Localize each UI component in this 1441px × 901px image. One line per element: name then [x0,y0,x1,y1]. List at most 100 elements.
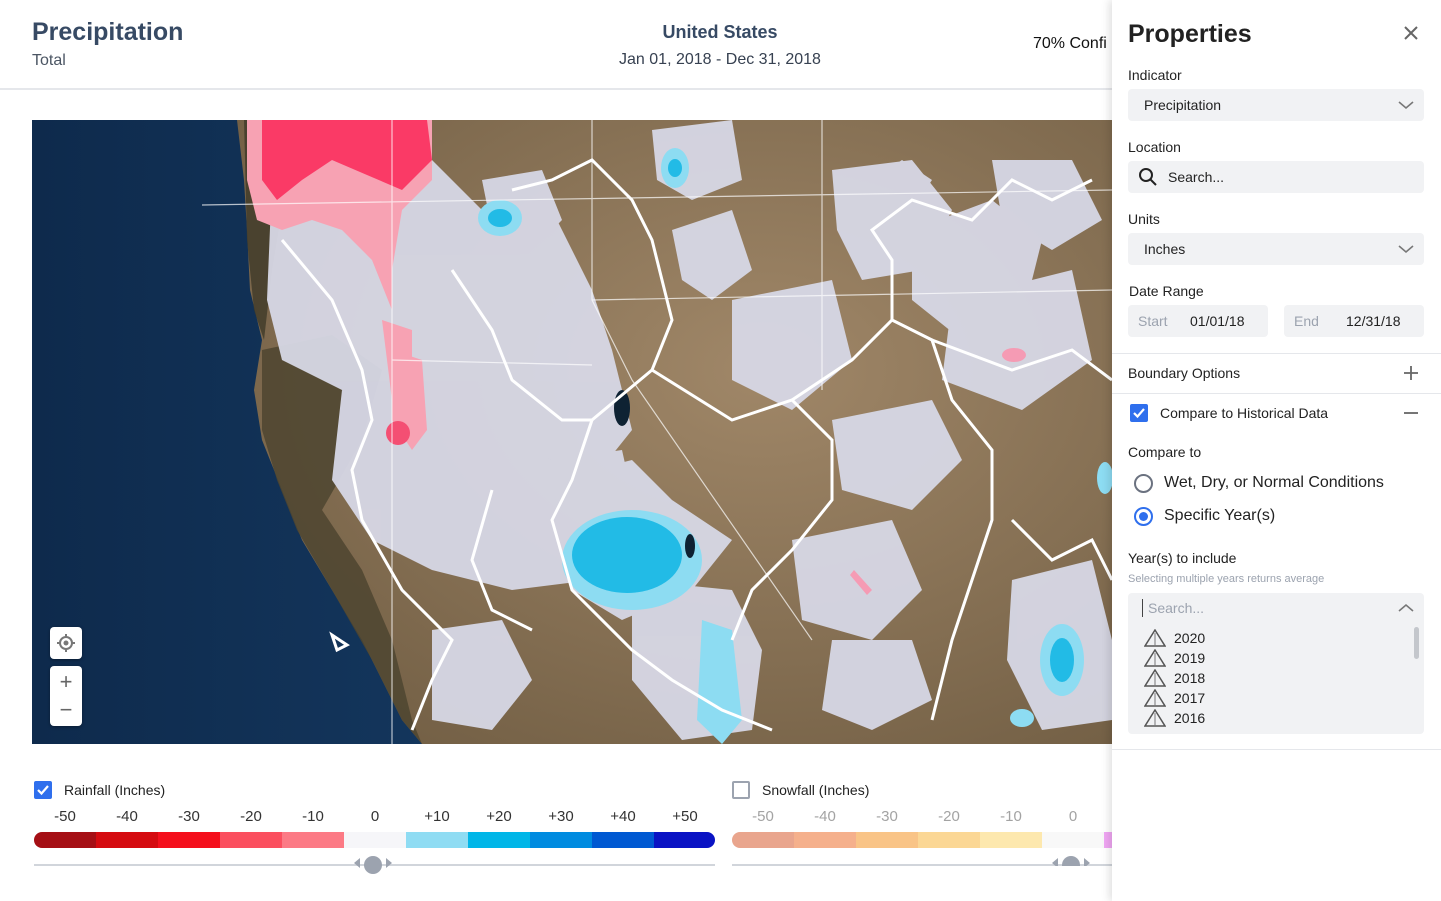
location-search-input[interactable]: Search... [1128,161,1424,193]
indicator-label: Indicator [1128,67,1182,83]
start-date-value: 01/01/18 [1190,313,1245,329]
page-subtitle: Total [32,52,66,69]
legend-tick-label: 0 [370,808,380,825]
panel-title: Properties [1128,20,1252,48]
legend-color-swatch [34,832,96,848]
indicator-select[interactable]: Precipitation [1128,89,1424,121]
snowfall-range-slider[interactable] [732,856,1112,866]
compare-historical-checkbox[interactable] [1130,404,1148,422]
locate-button[interactable] [50,627,82,659]
legend-tick-label: -20 [938,808,960,825]
legend-tick-label: -30 [178,808,200,825]
year-option[interactable]: 2019 [1144,648,1205,668]
location-search-placeholder: Search... [1168,169,1225,185]
years-search-input[interactable]: Search... [1142,599,1204,617]
triangle-icon [1144,669,1166,687]
compare-historical-label: Compare to Historical Data [1160,405,1329,421]
close-button[interactable] [1400,22,1422,44]
map-canvas[interactable] [32,120,1112,744]
legend-color-swatch [794,832,856,848]
triangle-icon [1144,649,1166,667]
snowfall-legend-title: Snowfall (Inches) [762,782,870,798]
year-option[interactable]: 2018 [1144,668,1205,688]
start-date-input[interactable]: Start 01/01/18 [1128,305,1268,337]
legend-color-swatch [918,832,980,848]
rainfall-color-scale [34,832,715,848]
dry-precip-overlay [247,120,1026,595]
slider-left-arrow-icon[interactable] [354,858,360,868]
snowfall-color-scale [732,832,1112,848]
years-multiselect[interactable]: Search... 2020 2019 2018 2017 2016 [1128,593,1424,734]
units-select[interactable]: Inches [1128,233,1424,265]
legend-color-swatch [980,832,1042,848]
legend-tick-label: -40 [814,808,836,825]
legend-tick-label: -50 [752,808,774,825]
radio-conditions[interactable] [1134,474,1153,493]
legend-tick-label: +30 [548,808,574,825]
close-icon [1404,26,1418,40]
chevron-down-icon [1398,101,1414,110]
check-icon [1133,408,1145,419]
year-option[interactable]: 2020 [1144,628,1205,648]
zoom-controls: + − [50,666,82,726]
year-option[interactable]: 2017 [1144,688,1205,708]
slider-handle[interactable] [1062,856,1080,866]
years-label: Year(s) to include [1128,550,1237,566]
chevron-up-icon[interactable] [1398,601,1414,615]
crosshair-icon [57,634,75,652]
legend-tick-label: -10 [302,808,324,825]
triangle-icon [1144,629,1166,647]
rainfall-checkbox[interactable] [34,781,52,799]
watershed-boundaries [280,158,1112,732]
slider-handle[interactable] [364,856,382,874]
option-conditions-label: Wet, Dry, or Normal Conditions [1164,474,1384,491]
state-borders [201,120,1112,744]
snowfall-ticks: -50 -40 -30 -20 -10 0 [732,808,1112,830]
triangle-icon [1144,709,1166,727]
legend-color-swatch [732,832,794,848]
snowfall-checkbox[interactable] [732,781,750,799]
year-option-label: 2016 [1174,710,1206,726]
search-icon [1139,168,1157,186]
lake-marker [685,534,695,558]
minus-icon[interactable] [1403,405,1419,421]
zoom-out-button[interactable]: − [59,697,73,722]
units-value: Inches [1144,241,1186,257]
legend-tick-label: -20 [240,808,262,825]
year-option-label: 2020 [1174,630,1206,646]
legend-tick-label: +50 [672,808,698,825]
legend-color-swatch [530,832,592,848]
rainfall-legend: Rainfall (Inches) -50 -40 -30 -20 -10 0 +10 +20… [34,778,715,874]
years-hint: Selecting multiple years returns average [1128,573,1325,585]
legend-color-swatch [96,832,158,848]
legend-tick-label: +10 [424,808,450,825]
rainfall-range-slider[interactable] [34,856,715,874]
location-title: United States [662,22,778,42]
radio-specific-years[interactable] [1134,507,1153,526]
slider-right-arrow-icon[interactable] [1084,858,1090,866]
end-date-input[interactable]: End 12/31/18 [1284,305,1424,337]
boundary-options-label: Boundary Options [1128,365,1241,381]
plus-icon[interactable] [1403,365,1419,381]
rainfall-ticks: -50 -40 -30 -20 -10 0 +10 +20 +30 +40 +50 [34,808,715,830]
legend-color-swatch [1104,832,1112,848]
years-scrollbar[interactable] [1414,627,1419,659]
wet-precip-overlay [478,148,1112,744]
check-icon [37,785,49,796]
slider-right-arrow-icon[interactable] [386,858,392,868]
year-option[interactable]: 2016 [1144,708,1205,728]
end-date-value: 12/31/18 [1346,313,1401,329]
units-label: Units [1128,211,1160,227]
legend-tick-label: 0 [1068,808,1078,825]
precipitation-map[interactable]: + − [32,120,1112,744]
legend-color-swatch [406,832,468,848]
zoom-in-button[interactable]: + [59,669,73,694]
slider-left-arrow-icon[interactable] [1052,858,1058,866]
date-range-text: Jan 01, 2018 - Dec 31, 2018 [619,51,821,68]
legend-color-swatch [592,832,654,848]
year-option-label: 2019 [1174,650,1206,666]
legend-tick-label: -40 [116,808,138,825]
legend-tick-label: -30 [876,808,898,825]
compare-to-label: Compare to [1128,444,1202,460]
